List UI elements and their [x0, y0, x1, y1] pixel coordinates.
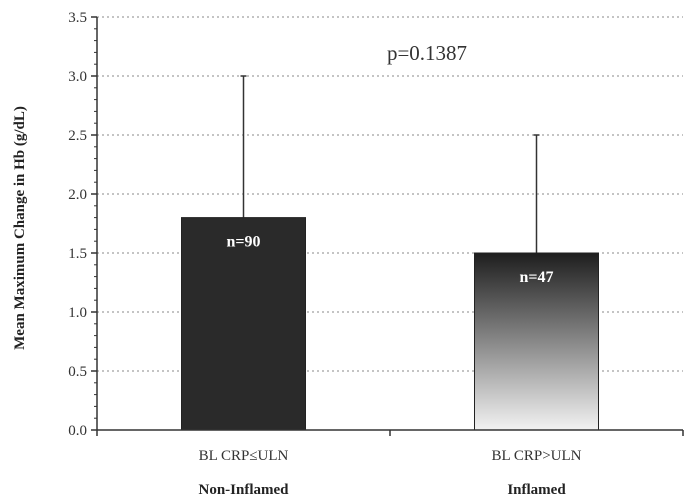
y-tick-label: 3.5	[68, 10, 87, 26]
x-group-label: Non-Inflamed	[198, 482, 289, 498]
p-value-annotation: p=0.1387	[387, 41, 467, 65]
bar	[181, 217, 306, 431]
x-category-label: BL CRP≤ULN	[199, 448, 289, 464]
bar-label: n=47	[519, 269, 553, 286]
y-tick-label: 0.0	[68, 423, 87, 439]
x-category-label: BL CRP>ULN	[492, 448, 582, 464]
y-tick-label: 0.5	[68, 364, 87, 380]
y-tick-label: 2.5	[68, 128, 87, 144]
y-tick-label: 1.5	[68, 246, 87, 262]
bar-label: n=90	[226, 234, 260, 251]
category-labels: n=90 BL CRP≤ULN Non-Inflamed n=47 BL CRP>ULN…	[198, 234, 581, 498]
bars	[181, 75, 599, 431]
y-tick-label: 1.0	[68, 305, 87, 321]
y-tick-label: 3.0	[68, 69, 87, 85]
y-tick-label: 2.0	[68, 187, 87, 203]
y-tick-labels: 0.0 0.5 1.0 1.5 2.0 2.5 3.0 3.5	[68, 10, 87, 439]
axes	[91, 16, 684, 436]
y-axis-label: Mean Maximum Change in Hb (g/dL)	[12, 106, 28, 350]
x-group-label: Inflamed	[507, 482, 566, 498]
